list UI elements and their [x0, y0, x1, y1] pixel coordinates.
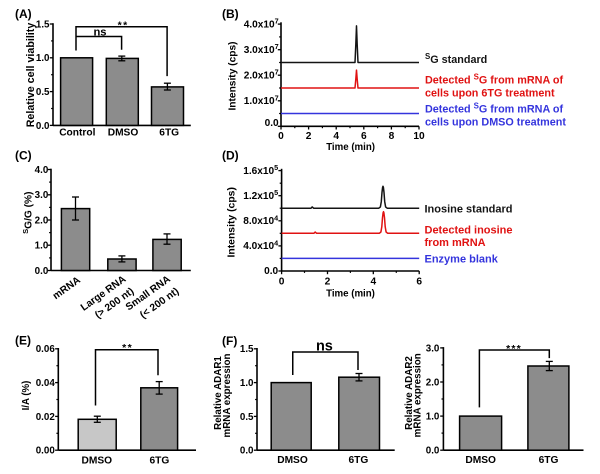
svg-text:4: 4 — [370, 277, 376, 288]
svg-text:Detected SG from mRNA of: Detected SG from mRNA of — [425, 73, 563, 87]
svg-text:(F): (F) — [222, 334, 237, 348]
svg-text:from mRNA: from mRNA — [425, 237, 486, 249]
svg-text:Time (min): Time (min) — [326, 289, 375, 300]
svg-text:1.5: 1.5 — [240, 344, 254, 355]
svg-text:0: 0 — [278, 131, 284, 142]
svg-text:4.0: 4.0 — [35, 165, 49, 176]
svg-text:DMSO: DMSO — [108, 128, 139, 139]
svg-text:DMSO: DMSO — [465, 455, 496, 466]
svg-text:I/A (%): I/A (%) — [21, 381, 32, 411]
svg-text:0.0: 0.0 — [240, 446, 254, 457]
svg-text:0.5: 0.5 — [240, 412, 254, 423]
svg-text:10: 10 — [413, 131, 425, 142]
svg-text:6TG: 6TG — [539, 455, 559, 466]
svg-text:Control: Control — [59, 128, 95, 139]
svg-text:2.0: 2.0 — [35, 215, 49, 226]
svg-text:0.0: 0.0 — [264, 266, 278, 277]
svg-text:8.0x104: 8.0x104 — [243, 213, 279, 227]
svg-text:6TG: 6TG — [348, 455, 368, 466]
svg-text:1.0: 1.0 — [240, 378, 254, 389]
svg-text:3.0x107: 3.0x107 — [244, 42, 279, 56]
svg-text:1.0: 1.0 — [36, 53, 50, 64]
svg-text:(A): (A) — [15, 7, 32, 21]
svg-text:6: 6 — [416, 277, 422, 288]
svg-text:1.0: 1.0 — [426, 412, 440, 423]
svg-text:mRNA expression: mRNA expression — [413, 353, 424, 437]
svg-text:2: 2 — [325, 277, 331, 288]
svg-text:Intensity (cps): Intensity (cps) — [227, 187, 238, 257]
svg-text:1.5: 1.5 — [36, 19, 50, 30]
svg-text:0.04: 0.04 — [36, 378, 56, 389]
svg-text:2.0x107: 2.0x107 — [244, 68, 279, 82]
svg-text:1.0: 1.0 — [35, 241, 49, 252]
svg-text:(D): (D) — [222, 149, 239, 163]
svg-text:1.6x105: 1.6x105 — [243, 163, 278, 177]
svg-text:6: 6 — [361, 131, 367, 142]
svg-text:ns: ns — [93, 26, 106, 38]
svg-text:0.02: 0.02 — [36, 412, 56, 423]
svg-text:Relative ADAR2: Relative ADAR2 — [404, 356, 415, 430]
svg-text:ns: ns — [316, 338, 333, 354]
svg-text:0.0: 0.0 — [36, 121, 50, 132]
svg-text:8: 8 — [389, 131, 395, 142]
svg-text:DMSO: DMSO — [82, 455, 113, 466]
svg-text:Relative cell viability: Relative cell viability — [25, 23, 37, 128]
svg-text:6TG: 6TG — [159, 128, 179, 139]
svg-text:6TG: 6TG — [149, 455, 169, 466]
svg-text:Enzyme blank: Enzyme blank — [425, 254, 499, 266]
svg-text:0.00: 0.00 — [36, 446, 56, 457]
svg-text:1.2x105: 1.2x105 — [243, 188, 278, 202]
svg-text:4.0x107: 4.0x107 — [244, 17, 279, 31]
svg-text:**: ** — [118, 19, 129, 31]
svg-text:SG standard: SG standard — [425, 52, 487, 66]
svg-text:***: *** — [506, 343, 522, 355]
svg-text:Inosine standard: Inosine standard — [425, 204, 513, 216]
svg-text:(E): (E) — [15, 333, 31, 347]
svg-text:mRNA expression: mRNA expression — [222, 353, 233, 437]
svg-text:(B): (B) — [222, 7, 239, 21]
svg-text:2.0: 2.0 — [426, 377, 440, 388]
svg-text:0.0: 0.0 — [426, 446, 440, 457]
svg-text:4.0x104: 4.0x104 — [243, 238, 279, 252]
svg-text:0.5: 0.5 — [36, 87, 50, 98]
svg-text:1.0x107: 1.0x107 — [244, 93, 279, 107]
svg-text:cells upon DMSO treatment: cells upon DMSO treatment — [425, 116, 566, 128]
svg-text:2: 2 — [306, 131, 312, 142]
svg-text:cells upon 6TG treatment: cells upon 6TG treatment — [425, 88, 555, 100]
svg-text:DMSO: DMSO — [277, 455, 308, 466]
svg-text:3.0: 3.0 — [35, 190, 49, 201]
svg-text:SG/G (%): SG/G (%) — [21, 191, 35, 233]
svg-text:4: 4 — [333, 131, 339, 142]
svg-text:Intensity (cps): Intensity (cps) — [227, 41, 238, 110]
svg-text:(C): (C) — [15, 149, 32, 163]
svg-text:Detected SG from mRNA of: Detected SG from mRNA of — [425, 101, 563, 115]
svg-text:Detected inosine: Detected inosine — [425, 224, 513, 236]
svg-text:0: 0 — [279, 277, 285, 288]
svg-text:0.06: 0.06 — [36, 344, 56, 355]
svg-text:Time (min): Time (min) — [326, 142, 375, 153]
svg-text:3.0: 3.0 — [426, 343, 440, 354]
svg-text:Relative ADAR1: Relative ADAR1 — [213, 356, 224, 430]
svg-text:0.0: 0.0 — [265, 118, 279, 129]
svg-text:0.0: 0.0 — [35, 266, 49, 277]
svg-text:**: ** — [122, 342, 133, 354]
